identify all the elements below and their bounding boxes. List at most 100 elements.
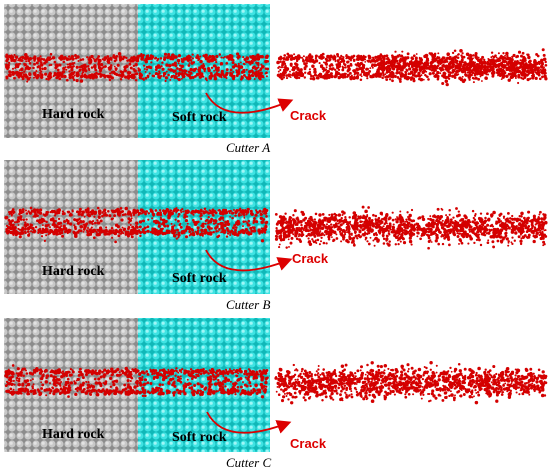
crack-particle	[473, 73, 477, 77]
crack-particle	[190, 387, 194, 391]
crack-particle	[160, 223, 163, 226]
crack-particle	[372, 213, 375, 217]
crack-particle	[154, 209, 158, 212]
crack-particle	[154, 68, 158, 72]
crack-particle	[507, 225, 510, 227]
crack-particle	[88, 220, 92, 224]
crack-particle	[381, 76, 384, 80]
crack-particle	[436, 75, 439, 78]
crack-particle	[87, 67, 90, 70]
crack-particle	[167, 73, 170, 77]
crack-particle	[191, 76, 195, 79]
crack-particle	[367, 206, 370, 209]
crack-particle	[11, 208, 15, 211]
crack-particle	[529, 219, 534, 223]
crack-particle	[260, 63, 263, 66]
crack-particle	[220, 231, 223, 234]
crack-particle	[295, 226, 299, 231]
crack-particle	[525, 67, 528, 70]
crack-particle	[114, 223, 119, 227]
crack-particle	[528, 59, 532, 63]
crack-particle	[394, 66, 397, 68]
crack-particle	[382, 242, 386, 245]
crack-particle	[52, 222, 56, 226]
crack-particle	[416, 235, 419, 238]
crack-particle	[235, 69, 238, 72]
crack-particle	[445, 56, 450, 60]
crack-particle	[320, 65, 323, 69]
crack-particle	[80, 373, 84, 377]
crack-particle	[456, 64, 460, 67]
crack-particle	[115, 72, 119, 77]
crack-particle	[86, 213, 90, 217]
crack-particle	[150, 230, 155, 234]
crack-particle	[61, 370, 65, 373]
crack-particle	[93, 64, 97, 67]
crack-particle	[220, 226, 224, 230]
crack-particle	[86, 226, 90, 230]
crack-particle	[327, 225, 331, 228]
crack-particle	[257, 69, 260, 73]
crack-particle	[467, 242, 470, 245]
crack-particle	[459, 49, 463, 53]
crack-particle	[162, 209, 165, 213]
crack-particle	[37, 76, 40, 79]
crack-particle	[295, 237, 299, 241]
crack-particle	[169, 57, 173, 61]
crack-particle	[263, 211, 268, 215]
crack-particle	[103, 232, 107, 236]
crack-particle	[298, 229, 301, 232]
crack-particle	[37, 64, 40, 68]
crack-particle	[301, 212, 306, 217]
crack-particle	[443, 237, 446, 240]
crack-particle	[400, 72, 403, 75]
crack-particle	[446, 52, 451, 56]
crack-particle	[39, 55, 42, 58]
crack-particle	[402, 241, 407, 245]
crack-particle	[11, 364, 15, 367]
crack-particle	[156, 389, 160, 392]
crack-particle	[308, 223, 312, 228]
crack-particle	[96, 219, 99, 222]
crack-particle	[207, 216, 210, 219]
crack-particle	[282, 68, 287, 72]
crack-particle	[312, 75, 315, 78]
crack-particle	[492, 60, 496, 64]
crack-particle	[40, 75, 43, 79]
crack-particle	[98, 68, 103, 73]
crack-particle	[386, 228, 389, 231]
crack-particle	[532, 234, 535, 238]
crack-particle	[229, 73, 233, 77]
crack-particle	[72, 65, 75, 68]
crack-particle	[389, 65, 392, 67]
crack-particle	[59, 231, 63, 235]
crack-particle	[517, 74, 520, 78]
crack-particle	[359, 224, 362, 227]
crack-particle	[415, 63, 418, 67]
crack-particle	[523, 59, 527, 62]
crack-particle	[143, 226, 147, 230]
crack-particle	[56, 209, 59, 212]
crack-particle	[302, 218, 306, 222]
crack-particle	[425, 224, 428, 227]
crack-particle	[539, 236, 543, 241]
crack-particle	[470, 59, 473, 62]
crack-particle	[344, 218, 347, 221]
crack-particle	[421, 215, 425, 219]
crack-particle	[437, 229, 439, 232]
crack-particle	[520, 76, 523, 80]
crack-particle	[83, 215, 86, 218]
crack-particle	[328, 213, 331, 216]
crack-particle	[367, 59, 371, 63]
crack-particle	[217, 209, 220, 212]
crack-particle	[94, 68, 97, 71]
crack-particle	[196, 226, 200, 230]
crack-particle	[408, 67, 412, 71]
crack-particle	[226, 222, 231, 226]
crack-particle	[210, 66, 214, 69]
crack-particle	[117, 234, 121, 238]
crack-particle	[204, 230, 208, 234]
crack-particle	[500, 65, 504, 68]
crack-particle	[124, 69, 127, 73]
crack-particle	[314, 59, 319, 63]
